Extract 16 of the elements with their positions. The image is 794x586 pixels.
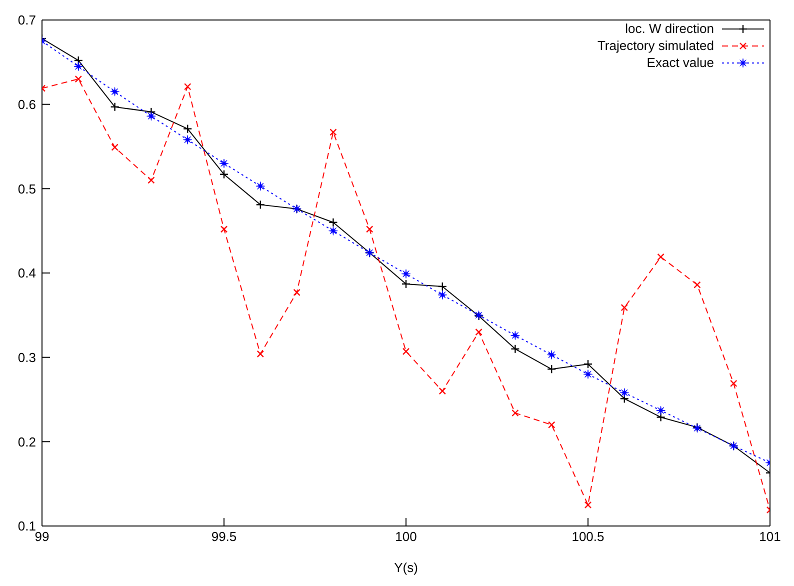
- legend-label: Trajectory simulated: [597, 38, 714, 53]
- x-tick-label: 100: [395, 529, 417, 544]
- y-tick-label: 0.2: [18, 434, 36, 450]
- legend-label: loc. W direction: [625, 21, 714, 36]
- y-tick-label: 0.6: [18, 96, 36, 112]
- x-tick-label: 99.5: [211, 529, 237, 544]
- x-tick-label: 101: [759, 529, 781, 544]
- y-tick-label: 0.3: [18, 350, 36, 365]
- x-tick-label: 99: [34, 529, 50, 544]
- y-tick-label: 0.5: [18, 181, 36, 196]
- x-axis-title: Y(s): [394, 560, 418, 575]
- x-tick-label: 100.5: [572, 529, 604, 544]
- y-tick-label: 0.7: [18, 12, 36, 28]
- y-tick-label: 0.4: [18, 266, 36, 281]
- legend-label: Exact value: [646, 55, 714, 70]
- y-tick-label: 0.1: [18, 518, 36, 534]
